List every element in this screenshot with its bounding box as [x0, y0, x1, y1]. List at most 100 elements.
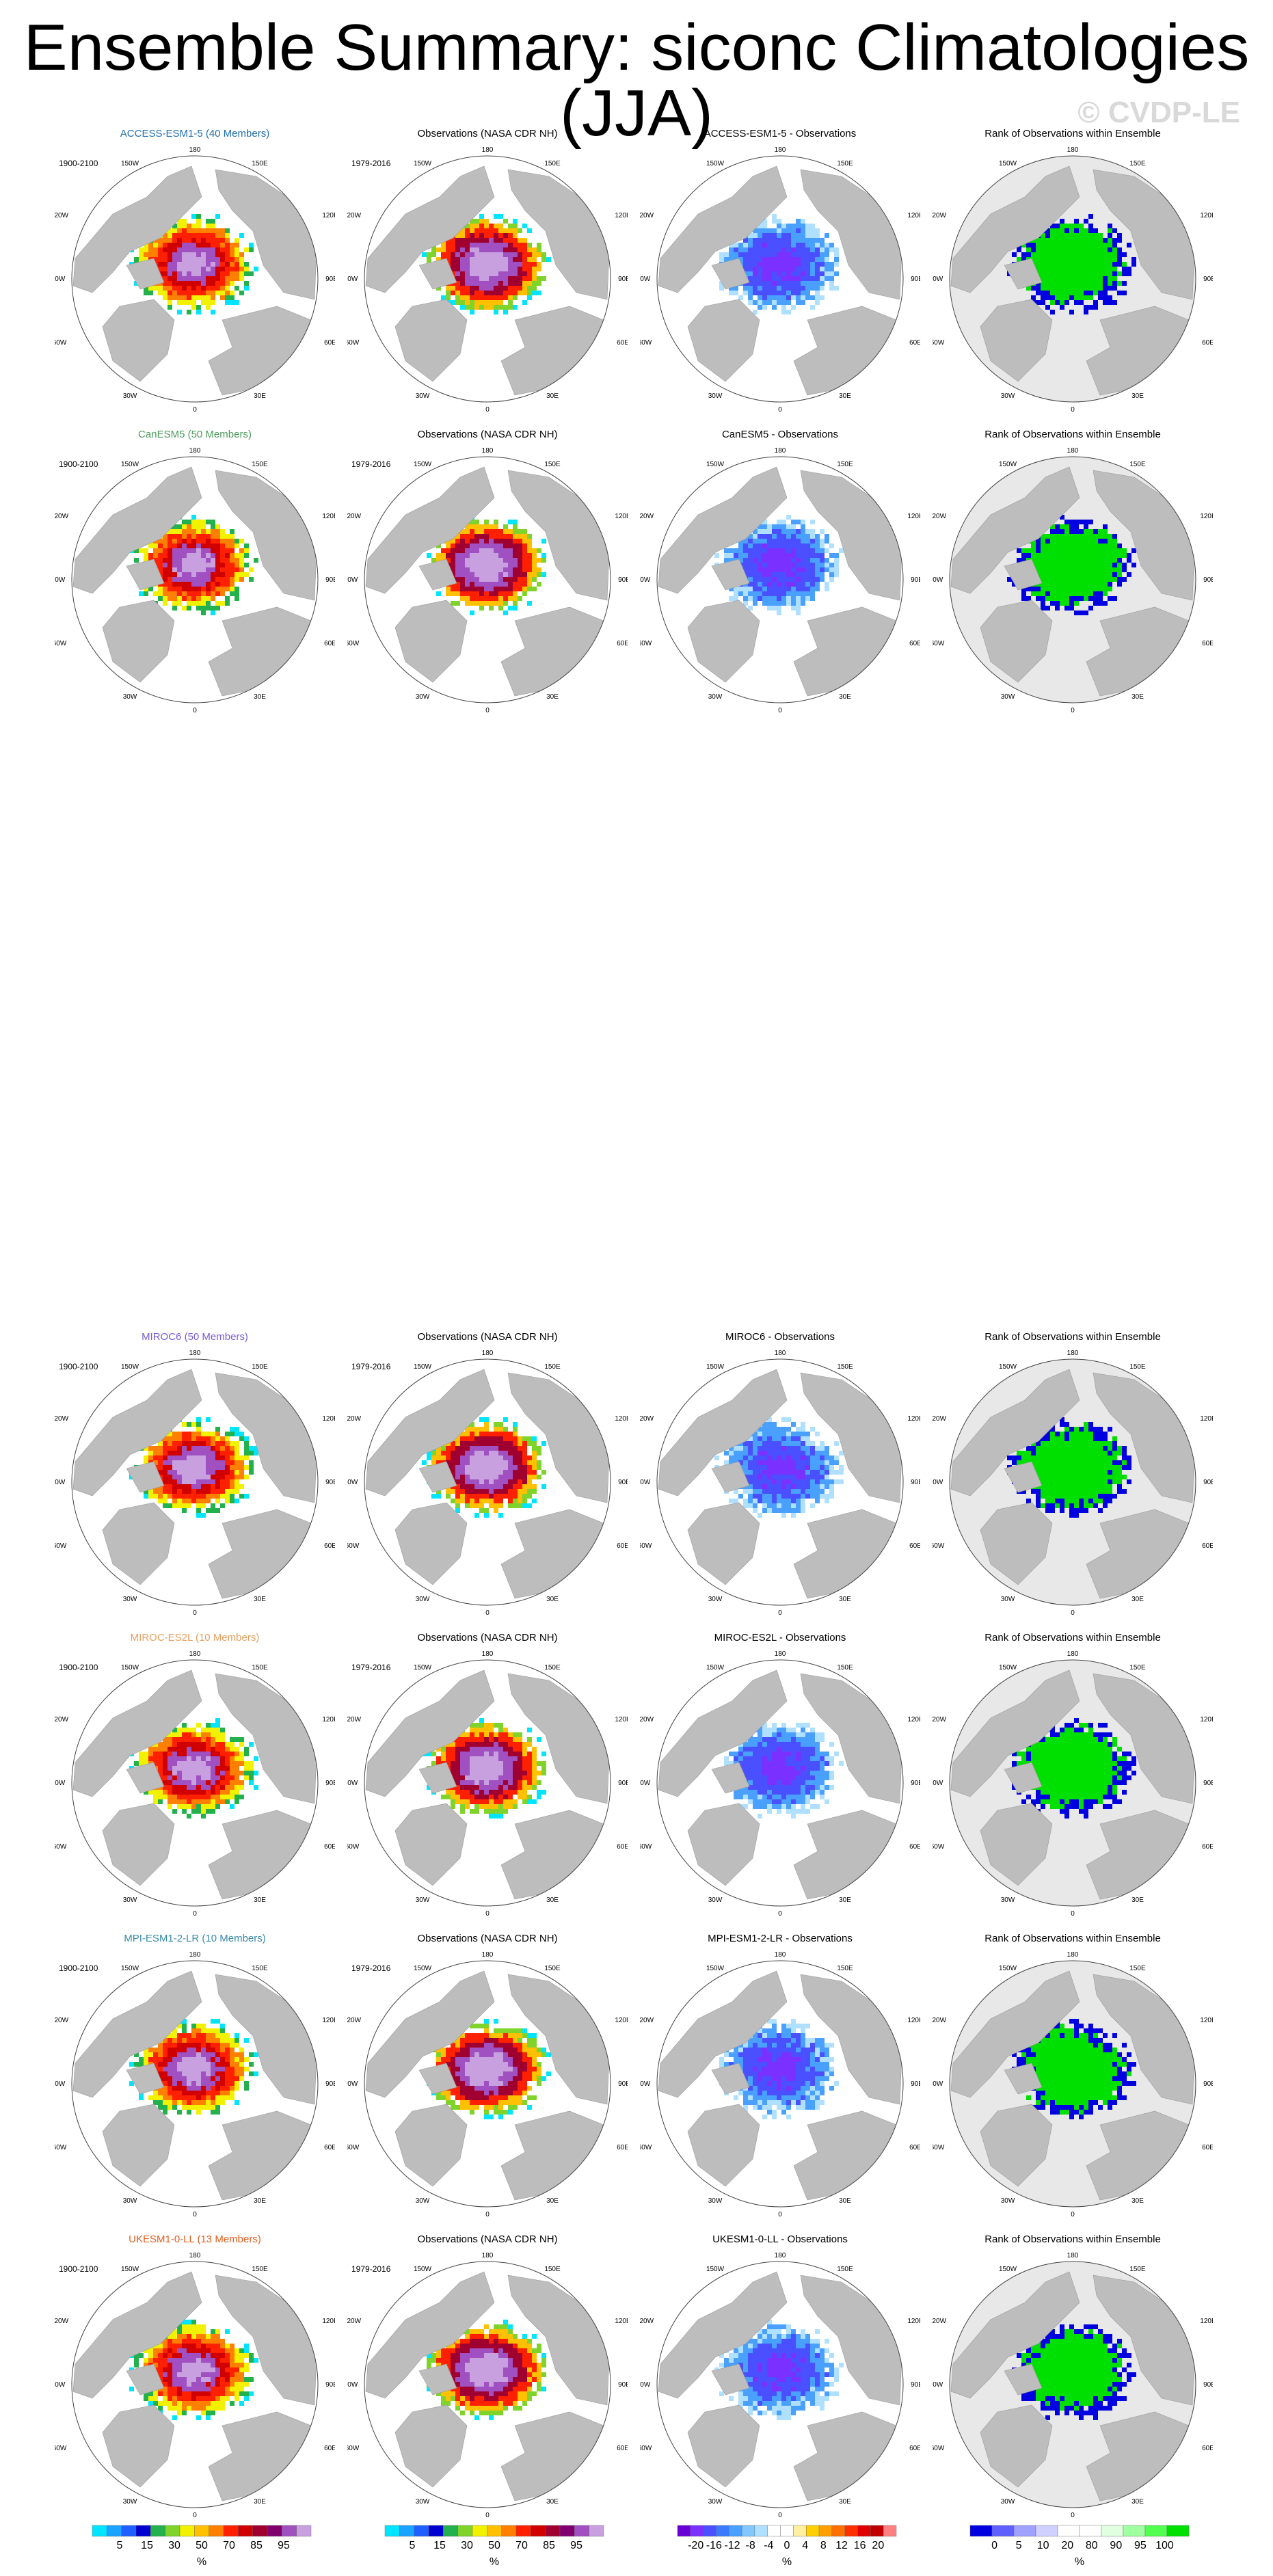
colorbar-tick-label: 80: [1086, 2540, 1098, 2551]
longitude-label: 30W: [708, 2498, 723, 2506]
longitude-label: 60W: [55, 339, 67, 347]
longitude-label: 0: [778, 1910, 782, 1918]
longitude-label: 150E: [837, 1965, 853, 1972]
longitude-label: 150E: [1129, 1664, 1146, 1672]
longitude-label: 30W: [416, 1896, 430, 1904]
panel-title: UKESM1-0-LL - Observations: [712, 2233, 848, 2245]
longitude-label: 0: [485, 707, 490, 714]
year-range: 1979-2016: [351, 1362, 391, 1371]
longitude-label: 150E: [544, 1664, 561, 1672]
observations-climatology-panel: 180 150W 150E 120W 120E 90W 90E 60W 60E 30W 30E 0 Ob…: [347, 1332, 628, 1619]
longitude-label: 180: [189, 2252, 201, 2259]
longitude-label: 60W: [347, 640, 360, 647]
longitude-label: 0: [778, 406, 782, 414]
polar-map: 180 150W 150E 120W 120E 90W 90E 60W 60E 30W 30E 0: [933, 146, 1213, 414]
longitude-label: 90E: [618, 2080, 628, 2088]
polar-map: 180 150W 150E 120W 120E 90W 90E 60W 60E 30W 30E 0: [640, 146, 920, 414]
colorbar-tick-label: 95: [278, 2540, 290, 2551]
longitude-label: 90E: [618, 2381, 628, 2389]
longitude-label: 180: [1067, 1650, 1079, 1658]
polar-map: 180 150W 150E 120W 120E 90W 90E 60W 60E 30W 30E 0: [55, 1350, 335, 1617]
longitude-label: 150E: [1129, 2266, 1146, 2273]
longitude-label: 60W: [347, 2445, 360, 2452]
colorbar-concentration: 5 15 30 50 70 85 95%: [384, 2525, 604, 2568]
longitude-label: 60W: [640, 1542, 652, 1550]
colorbar-swatch: [870, 2525, 884, 2537]
colorbar-tick-label: 16: [854, 2540, 866, 2551]
colorbar-swatch: [574, 2525, 589, 2537]
longitude-label: 0: [193, 406, 197, 414]
longitude-label: 120E: [907, 212, 920, 219]
colorbar-swatch: [831, 2525, 845, 2537]
colorbar-swatch: [1079, 2525, 1102, 2537]
rank-map-panel: 180 150W 150E 120W 120E 90W 90E 60W 60E 30W 30E 0 Ra…: [933, 429, 1213, 716]
panel-title: Observations (NASA CDR NH): [417, 1933, 558, 1944]
longitude-label: 90E: [618, 276, 628, 283]
longitude-label: 120E: [907, 2017, 920, 2024]
longitude-label: 30E: [1131, 2197, 1144, 2205]
longitude-label: 120E: [615, 1415, 628, 1423]
longitude-label: 60E: [1202, 1542, 1213, 1550]
longitude-label: 90E: [325, 276, 335, 283]
longitude-label: 150W: [999, 2266, 1017, 2273]
colorbar-swatch: [501, 2525, 517, 2537]
longitude-label: 30E: [254, 1596, 266, 1603]
observations-climatology-panel: 180 150W 150E 120W 120E 90W 90E 60W 60E 30W 30E 0 Ob…: [347, 1933, 628, 2221]
longitude-label: 180: [482, 2252, 494, 2259]
polar-map: 180 150W 150E 120W 120E 90W 90E 60W 60E 30W 30E 0: [347, 146, 628, 414]
colorbar-unit: %: [197, 2556, 206, 2568]
longitude-label: 150W: [706, 160, 725, 167]
longitude-label: 180: [189, 146, 201, 154]
longitude-label: 90W: [347, 276, 358, 283]
longitude-label: 180: [482, 1951, 494, 1959]
colorbar-rank: 0 5 10 20 80 90 95 100%: [969, 2525, 1190, 2568]
colorbar-swatch: [1101, 2525, 1124, 2537]
longitude-label: 60W: [347, 2144, 360, 2151]
longitude-label: 90W: [933, 2080, 943, 2088]
longitude-label: 150W: [706, 461, 725, 468]
polar-map: 180 150W 150E 120W 120E 90W 90E 60W 60E 30W 30E 0: [933, 1650, 1213, 1918]
rank-map-panel: 180 150W 150E 120W 120E 90W 90E 60W 60E 30W 30E 0 Ra…: [933, 1633, 1213, 1920]
colorbar-swatch: [690, 2525, 704, 2537]
longitude-label: 60E: [617, 1542, 628, 1550]
rank-map-panel: 180 150W 150E 120W 120E 90W 90E 60W 60E 30W 30E 0 Ra…: [933, 129, 1213, 416]
colorbar-tick-label: 50: [488, 2540, 500, 2551]
colorbar-swatch: [703, 2525, 716, 2537]
longitude-label: 180: [1067, 2252, 1079, 2259]
longitude-label: 120W: [933, 1716, 947, 1723]
polar-map: 180 150W 150E 120W 120E 90W 90E 60W 60E 30W 30E 0: [933, 2252, 1213, 2519]
longitude-label: 120E: [907, 1415, 920, 1423]
colorbar-swatch: [883, 2525, 897, 2537]
longitude-label: 30W: [1001, 2498, 1015, 2506]
colorbar-swatch: [991, 2525, 1015, 2537]
panel-title: MIROC-ES2L (10 Members): [130, 1632, 260, 1643]
difference-map-panel: 180 150W 150E 120W 120E 90W 90E 60W 60E 30W 30E 0 MI…: [640, 1332, 920, 1619]
polar-map: 180 150W 150E 120W 120E 90W 90E 60W 60E 30W 30E 0: [933, 1951, 1213, 2218]
longitude-label: 90E: [911, 576, 920, 584]
longitude-label: 30W: [123, 1896, 137, 1904]
rank-map-panel: 180 150W 150E 120W 120E 90W 90E 60W 60E 30W 30E 0 Ra…: [933, 2234, 1213, 2521]
longitude-label: 90W: [933, 2381, 943, 2389]
longitude-label: 150W: [414, 1363, 432, 1371]
page-title: Ensemble Summary: siconc Climatologies (…: [23, 11, 1250, 150]
longitude-label: 120W: [55, 1716, 69, 1723]
longitude-label: 60E: [909, 1843, 920, 1851]
model-climatology-panel: 180 150W 150E 120W 120E 90W 90E 60W 60E 30W 30E 0 UK…: [55, 2234, 335, 2521]
panel-title: Rank of Observations within Ensemble: [984, 1933, 1161, 1944]
longitude-label: 30W: [123, 392, 137, 400]
longitude-label: 60E: [909, 2144, 920, 2151]
longitude-label: 150E: [252, 461, 268, 468]
longitude-label: 30W: [1001, 693, 1015, 701]
longitude-label: 30E: [546, 1596, 559, 1603]
year-range: 1979-2016: [351, 159, 391, 168]
longitude-label: 120W: [933, 513, 947, 520]
longitude-label: 180: [775, 1951, 786, 1959]
longitude-label: 150E: [1129, 160, 1146, 167]
longitude-label: 90E: [325, 2381, 335, 2389]
panel-title: Rank of Observations within Ensemble: [984, 429, 1161, 440]
colorbar-swatch: [135, 2525, 151, 2537]
longitude-label: 30W: [1001, 1896, 1015, 1904]
colorbar-swatch: [1166, 2525, 1190, 2537]
panel-title: MIROC6 - Observations: [725, 1331, 835, 1343]
longitude-label: 90E: [618, 576, 628, 584]
